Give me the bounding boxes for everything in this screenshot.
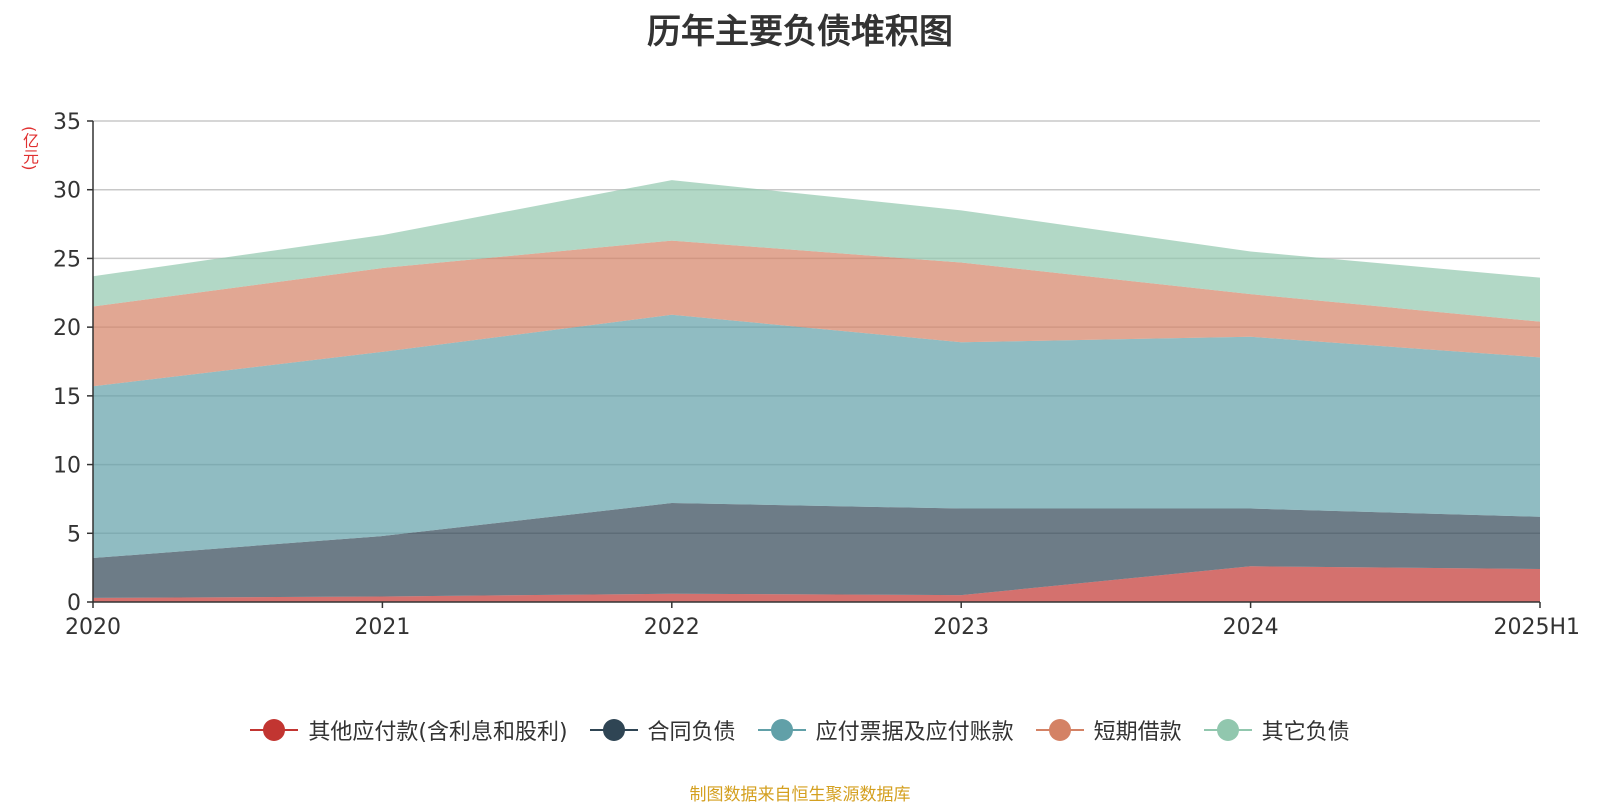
area-series-3 — [93, 314, 1540, 559]
legend-marker-icon — [1203, 718, 1252, 742]
legend-item[interactable]: 其他应付款(含利息和股利) — [250, 714, 568, 746]
x-tick-label: 2023 — [933, 615, 989, 640]
legend-item[interactable]: 合同负债 — [589, 714, 736, 746]
y-tick-label: 15 — [53, 385, 81, 410]
legend-marker-icon — [250, 718, 299, 742]
legend-marker-icon — [757, 718, 806, 742]
x-tick-label: 2020 — [65, 615, 121, 640]
area-series-1 — [93, 566, 1540, 602]
y-tick-label: 10 — [53, 454, 81, 479]
legend-marker-icon — [1035, 718, 1084, 742]
legend-label: 应付票据及应付账款 — [815, 720, 1014, 745]
legend-marker-icon — [589, 718, 638, 742]
legend-item[interactable]: 短期借款 — [1035, 714, 1182, 746]
data-source-note: 制图数据来自恒生聚源数据库 — [689, 785, 911, 805]
legend-label: 其它负债 — [1261, 720, 1350, 745]
legend-item[interactable]: 应付票据及应付账款 — [757, 714, 1014, 746]
chart-title: 历年主要负债堆积图 — [647, 12, 953, 52]
y-tick-label: 20 — [53, 316, 81, 341]
y-tick-label: 0 — [67, 591, 81, 616]
y-axis-unit-label: (亿元) — [20, 125, 39, 171]
legend-item[interactable]: 其它负债 — [1203, 714, 1350, 746]
area-series-5 — [93, 180, 1540, 322]
y-tick-label: 25 — [53, 247, 81, 272]
x-tick-label: 2022 — [644, 615, 700, 640]
x-tick-label: 2024 — [1223, 615, 1279, 640]
x-tick-label: 2021 — [354, 615, 410, 640]
area-series-4 — [93, 240, 1540, 387]
y-tick-label: 5 — [67, 522, 81, 547]
legend-label: 短期借款 — [1093, 720, 1182, 745]
y-tick-label: 35 — [53, 110, 81, 135]
area-series-2 — [93, 503, 1540, 598]
x-tick-label: 2025H1 — [1493, 615, 1580, 640]
chart-legend: 其他应付款(含利息和股利) 合同负债 应付票据及应付账款 短期借款 其它负债 — [0, 714, 1600, 746]
y-tick-label: 30 — [53, 179, 81, 204]
legend-label: 其他应付款(含利息和股利) — [308, 720, 568, 745]
legend-label: 合同负债 — [647, 720, 736, 745]
